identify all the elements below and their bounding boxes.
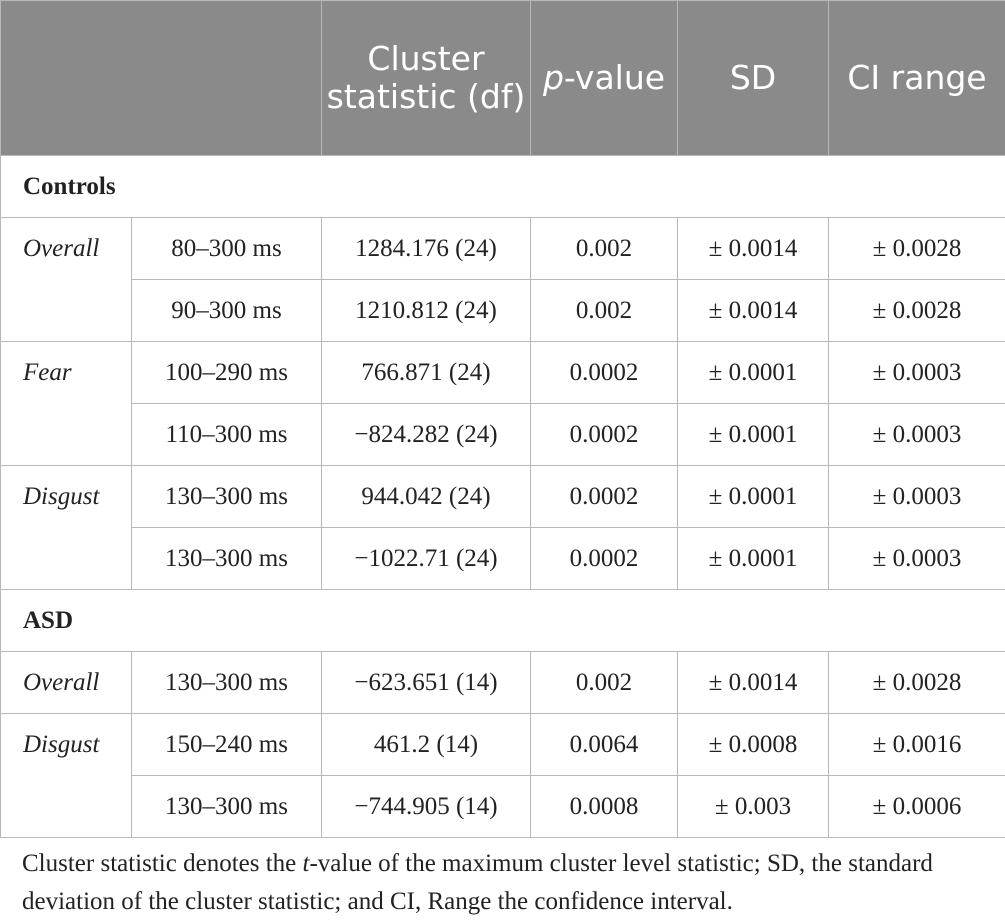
- ci-range-cell: ± 0.0003: [828, 341, 1005, 404]
- p-value-cell: 0.0002: [530, 465, 678, 528]
- time-window-cell: 100–290 ms: [131, 341, 322, 404]
- table-row: 130–300 ms −744.905 (14) 0.0008 ± 0.003 ± 0.…: [0, 775, 1005, 838]
- condition-cell: [0, 279, 132, 342]
- time-window-cell: 130–300 ms: [131, 651, 322, 714]
- ci-range-cell: ± 0.0003: [828, 527, 1005, 590]
- footnote-part3: -value of the maximum cluster level stat…: [22, 850, 933, 915]
- p-value-cell: 0.0064: [530, 713, 678, 776]
- condition-cell: [0, 775, 132, 838]
- cluster-statistic-cell: 1284.176 (24): [321, 217, 531, 280]
- cluster-statistic-cell: 1210.812 (24): [321, 279, 531, 342]
- table-row: 90–300 ms 1210.812 (24) 0.002 ± 0.0014 ± 0.0…: [0, 279, 1005, 342]
- condition-cell: Overall: [0, 651, 132, 714]
- ci-range-cell: ± 0.0003: [828, 465, 1005, 528]
- condition-cell: [0, 527, 132, 590]
- time-window-cell: 130–300 ms: [131, 527, 322, 590]
- p-value-cell: 0.002: [530, 279, 678, 342]
- time-window-cell: 130–300 ms: [131, 465, 322, 528]
- time-window-cell: 110–300 ms: [131, 403, 322, 466]
- sd-cell: ± 0.0001: [677, 403, 829, 466]
- group-row: ASD: [0, 589, 1005, 652]
- table-row: Disgust 130–300 ms 944.042 (24) 0.0002 ± 0.0…: [0, 465, 1005, 528]
- header-blank: [0, 0, 322, 156]
- cluster-statistic-cell: 461.2 (14): [321, 713, 531, 776]
- header-sd: SD: [677, 0, 829, 156]
- cluster-statistic-cell: −1022.71 (24): [321, 527, 531, 590]
- cluster-statistic-cell: −824.282 (24): [321, 403, 531, 466]
- ci-range-cell: ± 0.0006: [828, 775, 1005, 838]
- ci-range-cell: ± 0.0028: [828, 279, 1005, 342]
- header-p-value: p-value: [530, 0, 678, 156]
- footnote-part1: Cluster statistic denotes the: [22, 850, 303, 877]
- results-table: Cluster statistic (df) p-value SD CI ran…: [0, 0, 1005, 838]
- cluster-statistic-cell: 944.042 (24): [321, 465, 531, 528]
- condition-cell: Disgust: [0, 465, 132, 528]
- time-window-cell: 80–300 ms: [131, 217, 322, 280]
- p-value-cell: 0.002: [530, 651, 678, 714]
- cluster-statistic-cell: 766.871 (24): [321, 341, 531, 404]
- footnote-t-italic: t: [302, 850, 310, 877]
- table-row: Overall 130–300 ms −623.651 (14) 0.002 ± 0.0…: [0, 651, 1005, 714]
- header-p-italic: p: [542, 58, 564, 97]
- table-row: Disgust 150–240 ms 461.2 (14) 0.0064 ± 0.000…: [0, 713, 1005, 776]
- time-window-cell: 90–300 ms: [131, 279, 322, 342]
- p-value-cell: 0.0002: [530, 403, 678, 466]
- p-value-cell: 0.002: [530, 217, 678, 280]
- sd-cell: ± 0.003: [677, 775, 829, 838]
- table-row: Fear 100–290 ms 766.871 (24) 0.0002 ± 0.0001…: [0, 341, 1005, 404]
- time-window-cell: 130–300 ms: [131, 775, 322, 838]
- ci-range-cell: ± 0.0028: [828, 217, 1005, 280]
- condition-cell: [0, 403, 132, 466]
- p-value-cell: 0.0002: [530, 527, 678, 590]
- time-window-cell: 150–240 ms: [131, 713, 322, 776]
- header-ci-range: CI range: [828, 0, 1005, 156]
- table-footnote: Cluster statistic denotes the t-value of…: [22, 845, 997, 921]
- header-p-rest: -value: [563, 58, 666, 97]
- condition-cell: Disgust: [0, 713, 132, 776]
- condition-cell: Fear: [0, 341, 132, 404]
- table-row: Overall 80–300 ms 1284.176 (24) 0.002 ± 0.00…: [0, 217, 1005, 280]
- p-value-cell: 0.0008: [530, 775, 678, 838]
- condition-cell: Overall: [0, 217, 132, 280]
- sd-cell: ± 0.0008: [677, 713, 829, 776]
- group-label: Controls: [0, 155, 1005, 218]
- table-header-row: Cluster statistic (df) p-value SD CI ran…: [0, 0, 1005, 156]
- group-row: Controls: [0, 155, 1005, 218]
- sd-cell: ± 0.0001: [677, 465, 829, 528]
- ci-range-cell: ± 0.0028: [828, 651, 1005, 714]
- sd-cell: ± 0.0014: [677, 217, 829, 280]
- sd-cell: ± 0.0014: [677, 279, 829, 342]
- table-row: 110–300 ms −824.282 (24) 0.0002 ± 0.0001 ± 0…: [0, 403, 1005, 466]
- cluster-statistic-cell: −623.651 (14): [321, 651, 531, 714]
- ci-range-cell: ± 0.0003: [828, 403, 1005, 466]
- p-value-cell: 0.0002: [530, 341, 678, 404]
- table-row: 130–300 ms −1022.71 (24) 0.0002 ± 0.0001 ± 0…: [0, 527, 1005, 590]
- sd-cell: ± 0.0001: [677, 341, 829, 404]
- sd-cell: ± 0.0001: [677, 527, 829, 590]
- ci-range-cell: ± 0.0016: [828, 713, 1005, 776]
- sd-cell: ± 0.0014: [677, 651, 829, 714]
- cluster-statistic-cell: −744.905 (14): [321, 775, 531, 838]
- header-cluster-statistic: Cluster statistic (df): [321, 0, 531, 156]
- group-label: ASD: [0, 589, 1005, 652]
